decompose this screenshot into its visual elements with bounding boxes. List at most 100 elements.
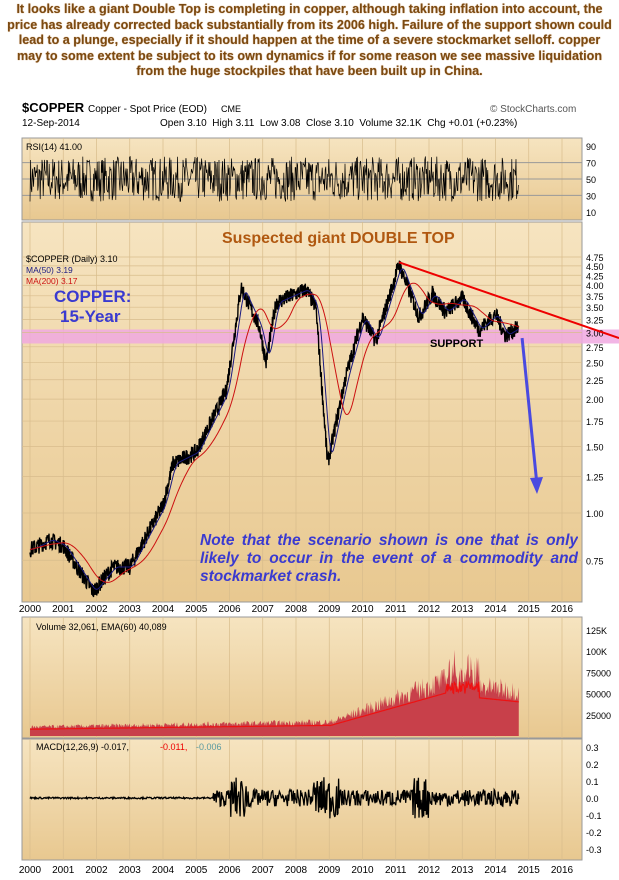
year-tick-label: 2013 xyxy=(451,604,474,615)
year-tick-label: 2014 xyxy=(484,604,507,615)
year-tick-label: 2008 xyxy=(285,604,308,615)
year-tick-label: 2013 xyxy=(451,865,474,876)
year-tick-label: 2011 xyxy=(385,604,407,615)
year-tick-label: 2005 xyxy=(185,865,208,876)
year-tick-label: 2015 xyxy=(518,865,541,876)
rsi-tick-label: 90 xyxy=(586,142,596,152)
intro-paragraph: It looks like a giant Double Top is comp… xyxy=(7,2,612,79)
volume-tick-label: 125K xyxy=(586,626,607,636)
scenario-note: Note that the scenario shown is one that… xyxy=(200,532,578,585)
macd-tick-label: 0.0 xyxy=(586,794,599,804)
macd-tick-label: -0.1 xyxy=(586,811,602,821)
year-tick-label: 2003 xyxy=(119,604,142,615)
year-tick-label: 2014 xyxy=(484,865,507,876)
macd-signal-value: -0.011, xyxy=(160,742,187,752)
watermark: © StockCharts.com xyxy=(490,104,576,115)
year-tick-label: 2010 xyxy=(351,865,374,876)
price-tick-label: 1.00 xyxy=(586,509,604,519)
year-tick-label: 2008 xyxy=(285,865,308,876)
price-tick-label: 3.50 xyxy=(586,303,604,313)
year-tick-label: 2000 xyxy=(19,865,42,876)
year-tick-label: 2006 xyxy=(218,865,241,876)
price-tick-label: 4.00 xyxy=(586,281,604,291)
macd-tick-label: -0.3 xyxy=(586,845,602,855)
volume-tick-label: 75000 xyxy=(586,668,611,678)
rsi-tick-label: 10 xyxy=(586,208,596,218)
year-tick-label: 2001 xyxy=(52,865,75,876)
date: 12-Sep-2014 xyxy=(22,118,80,129)
macd-title: MACD(12,26,9) -0.017, xyxy=(36,742,129,752)
year-tick-label: 2009 xyxy=(318,604,341,615)
ma50-line xyxy=(29,268,520,590)
macd-tick-label: -0.2 xyxy=(586,828,602,838)
rsi-tick-label: 50 xyxy=(586,175,596,185)
year-tick-label: 2000 xyxy=(19,604,42,615)
macd-panel xyxy=(21,738,583,861)
rsi-title: RSI(14) 41.00 xyxy=(26,142,82,152)
double-top-label: Suspected giant DOUBLE TOP xyxy=(222,230,455,247)
macd-tick-label: 0.3 xyxy=(586,743,599,753)
macd-histogram-value: -0.006 xyxy=(196,742,222,752)
year-tick-label: 2004 xyxy=(152,604,175,615)
price-tick-label: 4.50 xyxy=(586,262,604,272)
price-tick-label: 3.25 xyxy=(586,315,604,325)
volume-title: Volume 32,061, EMA(60) 40,089 xyxy=(36,622,167,632)
price-tick-label: 4.25 xyxy=(586,271,604,281)
year-tick-label: 2009 xyxy=(318,865,341,876)
price-tick-label: 1.50 xyxy=(586,442,604,452)
ma50-legend: MA(50) 3.19 xyxy=(26,265,73,275)
year-tick-label: 2012 xyxy=(418,865,441,876)
resistance-trendline xyxy=(398,261,619,340)
copper-label: COPPER: xyxy=(54,287,131,306)
quote: Open 3.10 High 3.11 Low 3.08 Close 3.10 … xyxy=(160,118,517,129)
volume-tick-label: 100K xyxy=(586,647,607,657)
volume-tick-label: 50000 xyxy=(586,690,611,700)
rsi-tick-label: 70 xyxy=(586,159,596,169)
year-tick-label: 2015 xyxy=(518,604,541,615)
macd-tick-label: 0.2 xyxy=(586,760,599,770)
year-tick-label: 2001 xyxy=(52,604,75,615)
rsi-tick-label: 30 xyxy=(586,191,596,201)
price-tick-label: 2.00 xyxy=(586,395,604,405)
year-tick-label: 2011 xyxy=(385,865,407,876)
price-tick-label: 1.75 xyxy=(586,417,604,427)
year-tick-label: 2005 xyxy=(185,604,208,615)
volume-tick-label: 25000 xyxy=(586,711,611,721)
exchange: CME xyxy=(221,104,241,114)
price-tick-label: 3.00 xyxy=(586,328,604,338)
price-tick-label: 2.25 xyxy=(586,376,604,386)
price-tick-label: 1.25 xyxy=(586,472,604,482)
year-tick-label: 2016 xyxy=(551,865,574,876)
rsi-line xyxy=(29,156,519,202)
year-tick-label: 2010 xyxy=(351,604,374,615)
price-title: $COPPER (Daily) 3.10 xyxy=(26,254,118,264)
price-tick-label: 4.75 xyxy=(586,253,604,263)
price-line xyxy=(29,260,520,598)
year-tick-label: 2006 xyxy=(218,604,241,615)
symbol: $COPPER xyxy=(22,100,85,115)
price-tick-label: 2.75 xyxy=(586,343,604,353)
year-tick-label: 2003 xyxy=(119,865,142,876)
arrow-head-icon xyxy=(530,477,543,494)
price-tick-label: 0.75 xyxy=(586,556,604,566)
year-tick-label: 2004 xyxy=(152,865,175,876)
symbol-name: Copper - Spot Price (EOD) xyxy=(88,104,207,115)
ma200-legend: MA(200) 3.17 xyxy=(26,276,78,286)
period-label: 15-Year xyxy=(60,307,121,326)
year-tick-label: 2012 xyxy=(418,604,441,615)
year-tick-label: 2002 xyxy=(85,865,108,876)
volume-bars xyxy=(30,649,519,736)
projection-arrow xyxy=(520,337,539,486)
year-tick-label: 2007 xyxy=(252,865,275,876)
support-label: SUPPORT xyxy=(430,338,483,350)
price-tick-label: 2.50 xyxy=(586,358,604,368)
support-zone xyxy=(22,329,619,344)
macd-line xyxy=(29,777,520,819)
year-tick-label: 2002 xyxy=(85,604,108,615)
macd-tick-label: 0.1 xyxy=(586,777,599,787)
ma200-line xyxy=(29,282,519,583)
price-tick-label: 3.75 xyxy=(586,292,604,302)
year-tick-label: 2007 xyxy=(252,604,275,615)
volume-ema-line xyxy=(30,679,519,730)
